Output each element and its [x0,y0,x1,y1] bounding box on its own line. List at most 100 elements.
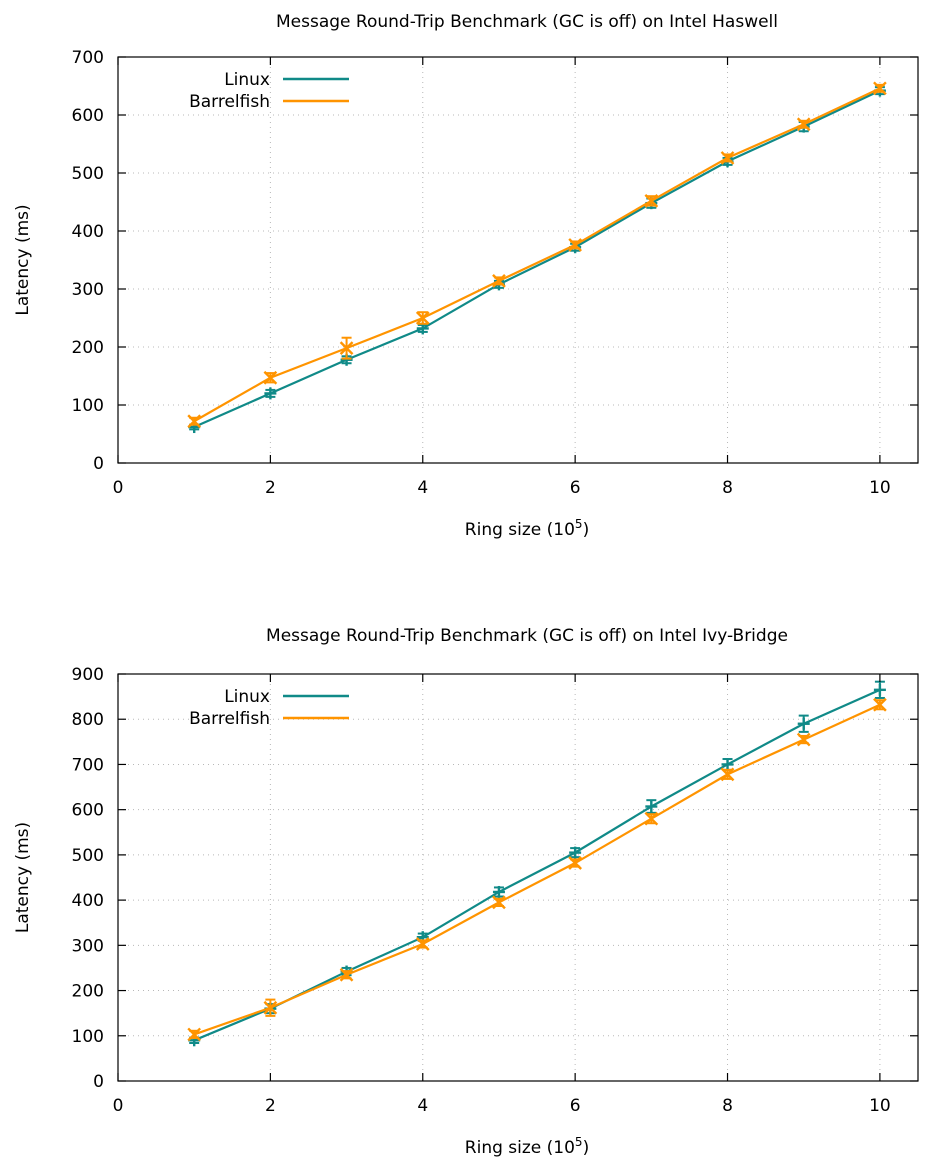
marker-x-b [644,193,659,208]
data-point-linux [492,885,505,898]
data-point-linux [645,799,658,814]
data-point-linux [264,387,277,400]
data-point-barrelfish [873,697,887,712]
y-tick-label: 600 [72,106,104,126]
data-point-barrelfish [644,811,659,826]
data-point-barrelfish [187,1027,202,1042]
data-point-barrelfish [339,336,354,360]
chart-haswell: Message Round-Trip Benchmark (GC is off)… [13,12,919,540]
y-tick-label: 500 [72,164,104,184]
data-point-barrelfish [492,274,506,288]
data-point-barrelfish [415,311,430,325]
x-tick-label: 6 [570,1096,581,1116]
series-marks [187,680,887,1047]
data-point-barrelfish [720,151,735,165]
legend-label-linux: Linux [224,70,270,90]
y-tick-label: 300 [72,280,104,300]
data-point-linux [797,714,810,733]
marker-x-b [644,811,659,826]
grid [118,674,918,1081]
marker-x-b [339,967,354,982]
axis-ticks: 0 100 200 300 400 500 600 700 800 900 0 2 4 6 8 10 [72,665,918,1116]
x-tick-label: 0 [113,478,124,498]
marker-x-b [187,414,202,429]
chart-ivy-bridge: Message Round-Trip Benchmark (GC is off)… [13,626,919,1158]
data-point-barrelfish [796,732,811,747]
marker-x-b [873,697,887,712]
marker-x-b [492,895,506,910]
data-point-linux [873,680,886,699]
x-axis-label: Ring size (105) [465,1135,589,1158]
y-tick-label: 400 [72,891,104,911]
y-tick-label: 500 [72,846,104,866]
data-point-barrelfish [263,998,278,1017]
marker-x-b [796,117,811,132]
marker-x-b [568,856,582,870]
y-axis-label: Latency (ms) [13,204,33,315]
y-tick-label: 200 [72,982,104,1002]
marker-x-b [263,1000,278,1015]
y-tick-label: 600 [72,801,104,821]
y-tick-label: 400 [72,222,104,242]
series-line-linux [193,89,881,429]
grid [118,57,918,463]
y-tick-label: 100 [72,396,104,416]
x-tick-label: 4 [417,478,428,498]
data-point-linux [721,758,734,771]
x-tick-label: 8 [722,1096,733,1116]
series-line-barrelfish [193,87,881,423]
chart-title: Message Round-Trip Benchmark (GC is off)… [276,12,778,32]
y-tick-label: 800 [72,710,104,730]
axis-ticks: 0 100 200 300 400 500 600 700 0 2 4 6 8 10 [72,48,918,498]
data-point-barrelfish [873,81,887,96]
series-line-linux [193,688,881,1042]
x-tick-label: 0 [113,1096,124,1116]
marker-x-b [568,238,582,252]
y-tick-label: 200 [72,338,104,358]
marker-x-b [339,341,354,356]
chart-title: Message Round-Trip Benchmark (GC is off)… [266,626,788,646]
plot-frame [117,56,919,464]
data-point-barrelfish [796,117,811,132]
marker-x-b [720,151,735,165]
y-tick-label: 0 [93,1072,104,1092]
legend-label-linux: Linux [224,687,270,707]
marker-x-b [187,1027,202,1042]
marker-x-b [796,732,811,747]
marker-x-b [415,311,430,325]
x-tick-label: 6 [570,478,581,498]
y-tick-label: 0 [93,454,104,474]
y-tick-label: 100 [72,1027,104,1047]
legend-label-barrelfish: Barrelfish [189,92,270,112]
x-tick-label: 2 [265,1096,276,1116]
series-line-barrelfish [193,703,881,1036]
legend-label-barrelfish: Barrelfish [189,709,270,729]
data-point-barrelfish [263,370,278,385]
data-point-barrelfish [568,238,582,252]
data-point-barrelfish [720,767,735,782]
marker-x-b [873,81,887,96]
series-marks [187,81,887,434]
data-point-barrelfish [415,937,430,951]
x-tick-label: 10 [869,478,891,498]
y-tick-label: 300 [72,936,104,956]
y-tick-label: 700 [72,48,104,68]
data-point-barrelfish [492,895,506,910]
data-point-linux [569,846,582,859]
x-axis-label: Ring size (105) [465,517,589,540]
plot-frame [117,673,919,1082]
data-point-barrelfish [644,193,659,208]
data-point-barrelfish [187,414,202,429]
x-tick-label: 4 [417,1096,428,1116]
x-tick-label: 2 [265,478,276,498]
y-tick-label: 900 [72,665,104,685]
y-axis-label: Latency (ms) [13,822,33,933]
marker-x-b [492,274,506,288]
data-point-barrelfish [568,856,582,870]
marker-x-b [415,937,430,951]
y-tick-label: 700 [72,755,104,775]
data-point-barrelfish [339,967,354,982]
